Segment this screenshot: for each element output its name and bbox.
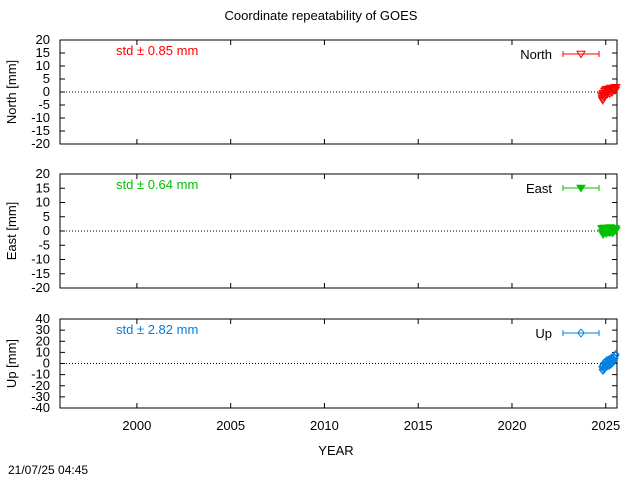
panel-up-ytick-label: 0 — [43, 356, 50, 371]
panel-up-ytick-label: 10 — [36, 344, 50, 359]
panel-north-data-point — [610, 86, 621, 95]
panel-east-ytick-label: 5 — [43, 209, 50, 224]
panel-east-legend-marker — [576, 184, 586, 193]
panel-east-ytick-label: -15 — [31, 266, 50, 281]
panel-up-std-label: std ± 2.82 mm — [116, 322, 198, 337]
panel-north-ytick-label: -10 — [31, 110, 50, 125]
panel-up-ytick-label: 40 — [36, 311, 50, 326]
panel-up-legend-marker — [577, 328, 585, 338]
panel-up-ytick-label: 20 — [36, 333, 50, 348]
panel-north-ytick-label: -15 — [31, 123, 50, 138]
panel-north-ytick-label: 0 — [43, 84, 50, 99]
panel-up-ytick-label: -10 — [31, 367, 50, 382]
panel-north-ytick-label: 15 — [36, 45, 50, 60]
panel-up-ytick-label: -20 — [31, 378, 50, 393]
panel-north-std-label: std ± 0.85 mm — [116, 43, 198, 58]
panel-east-ytick-label: 0 — [43, 223, 50, 238]
panel-east-ytick-label: 15 — [36, 180, 50, 195]
panel-up-ytick-label: 30 — [36, 322, 50, 337]
panel-east-y-axis-label: East [mm] — [4, 202, 19, 261]
panel-east-ytick-label: -5 — [38, 237, 50, 252]
panel-north-y-axis-label: North [mm] — [4, 60, 19, 124]
panel-north-ytick-label: -20 — [31, 136, 50, 151]
panel-up-ytick-label: -30 — [31, 389, 50, 404]
panel-east-ytick-label: 10 — [36, 195, 50, 210]
timestamp-label: 21/07/25 04:45 — [8, 463, 88, 477]
x-axis-label: YEAR — [318, 443, 353, 458]
panel-north-legend-label: North — [520, 47, 552, 62]
panel-east-ytick-label: -20 — [31, 280, 50, 295]
panel-north-ytick-label: 10 — [36, 58, 50, 73]
chart-title: Coordinate repeatability of GOES — [225, 8, 418, 23]
panel-up-legend-label: Up — [535, 326, 552, 341]
panel-north-ytick-label: -5 — [38, 97, 50, 112]
panel-east-std-label: std ± 0.64 mm — [116, 177, 198, 192]
panel-north-data-point — [610, 84, 621, 92]
panel-north-legend-marker — [576, 50, 586, 59]
x-tick-label: 2010 — [310, 418, 339, 433]
x-tick-label: 2000 — [122, 418, 151, 433]
x-tick-label: 2020 — [498, 418, 527, 433]
panel-east-data-point — [610, 226, 621, 235]
x-tick-label: 2015 — [404, 418, 433, 433]
panel-east-legend-label: East — [526, 181, 552, 196]
panel-north-ytick-label: 5 — [43, 71, 50, 86]
panel-up-y-axis-label: Up [mm] — [4, 339, 19, 388]
panel-up-data-point — [612, 349, 620, 360]
panel-east-ytick-label: 20 — [36, 166, 50, 181]
x-tick-label: 2025 — [591, 418, 620, 433]
x-tick-label: 2005 — [216, 418, 245, 433]
panel-east-ytick-label: -10 — [31, 252, 50, 267]
panel-north-ytick-label: 20 — [36, 32, 50, 47]
panel-up-ytick-label: -40 — [31, 400, 50, 415]
